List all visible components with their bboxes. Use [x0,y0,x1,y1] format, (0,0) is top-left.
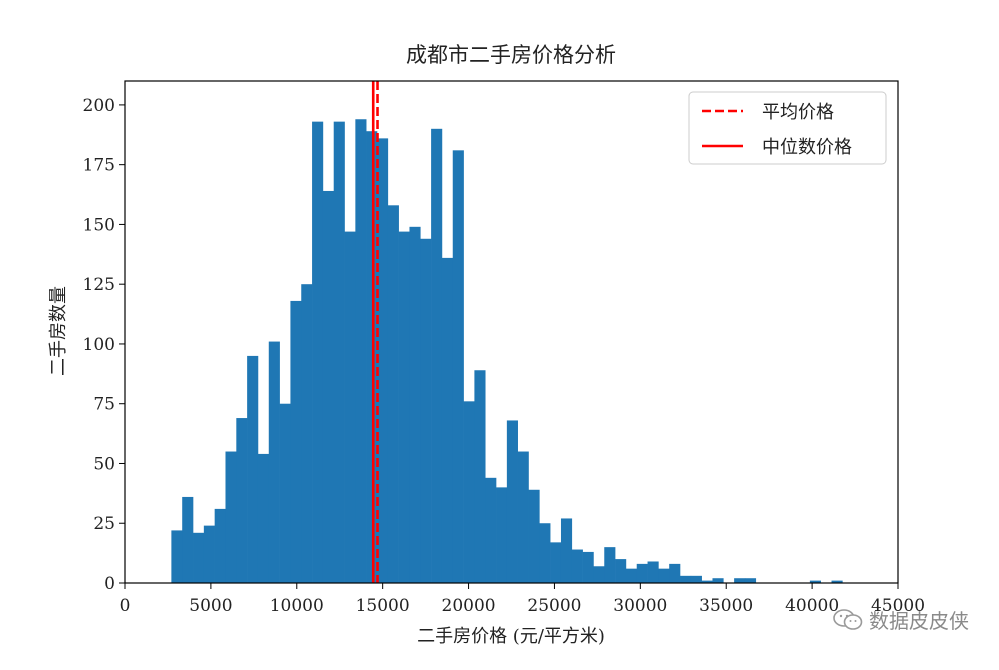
y-tick-label: 200 [83,96,115,116]
histogram-bar [312,121,324,583]
x-tick-label: 20000 [442,596,496,616]
histogram-bar [322,190,335,583]
x-tick-label: 5000 [189,596,232,616]
y-tick-label: 100 [83,335,115,355]
histogram-bar [582,551,594,583]
x-tick-label: 35000 [699,596,753,616]
histogram-bar [193,532,205,583]
histogram-bar [257,453,270,583]
histogram-bar [420,238,432,583]
axes: 0 5000 10000 15000 20000 25000 30000 35000 40000… [83,80,925,616]
histogram-bar [182,496,194,583]
histogram-bar [809,580,821,583]
watermark: 数据皮皮侠 [833,605,969,634]
y-tick-label: 125 [83,275,115,295]
histogram-bar [452,150,464,584]
histogram-bar [539,523,551,583]
x-axis-label: 二手房价格 (元/平方米) [417,626,605,647]
histogram-bar [744,578,757,583]
histogram-bar [625,568,638,583]
histogram-bar [333,121,345,583]
histogram-bar [712,578,724,583]
histogram-bar [669,563,681,583]
histogram-bar [485,477,497,583]
reference-lines [371,81,379,583]
histogram-bar [496,487,508,583]
x-tick-label: 45000 [871,596,925,616]
histogram-bar [376,138,389,583]
histogram-bar [431,128,443,584]
histogram-bar [355,119,367,583]
x-tick-label: 40000 [785,596,839,616]
histogram-bar [441,257,454,583]
histogram-bar [615,559,627,583]
y-tick-label: 25 [93,514,115,534]
histogram-bar [214,508,226,583]
histogram-bar [636,563,648,583]
histogram-bar [203,525,215,583]
histogram-bar [247,355,259,583]
y-tick-label: 50 [93,454,115,474]
histogram-bar [344,231,356,583]
histogram-bar [279,403,291,583]
histogram-bar [387,205,399,584]
watermark-text: 数据皮皮侠 [869,609,969,633]
histogram-bar [560,518,573,583]
histogram-bar [463,401,475,583]
legend-label: 平均价格 [762,102,834,123]
histogram-bar [658,568,670,583]
histogram-bar [701,580,713,583]
x-tick-label: 15000 [356,596,410,616]
histogram-bar [593,566,605,583]
histogram-bar [831,580,843,583]
histogram-bar [290,300,302,583]
histogram-bar [571,549,583,583]
histogram-bar [690,575,702,583]
y-tick-label: 175 [83,156,115,176]
histogram-bar [398,231,410,583]
x-tick-label: 25000 [527,596,581,616]
y-tick-label: 75 [93,395,115,415]
plot-frame [124,80,899,584]
histogram-bar [366,131,378,583]
x-tick-label: 30000 [613,596,667,616]
legend-label: 中位数价格 [762,137,852,158]
histogram-bar [171,530,183,583]
y-axis-label: 二手房数量 [48,286,69,376]
histogram-bar [474,370,486,583]
histogram-bar [517,451,529,583]
x-tick-label: 0 [120,596,131,616]
histogram-bar [409,226,421,584]
wechat-icon [833,608,863,630]
histogram-bar [680,575,692,583]
histogram-bar [301,284,313,583]
histogram-bar [604,547,616,583]
histogram-bar [236,418,248,583]
x-tick-label: 10000 [270,596,324,616]
histogram-bar [225,451,237,583]
histogram-bar [506,420,518,583]
bars [171,119,843,584]
chart-title: 成都市二手房价格分析 [406,43,616,67]
histogram-bar [268,341,280,583]
histogram-bar [550,542,562,583]
y-tick-label: 150 [83,215,115,235]
histogram-bar [528,489,540,583]
histogram-bar [734,578,746,583]
y-tick-label: 0 [104,574,115,594]
histogram-bar [647,561,659,583]
